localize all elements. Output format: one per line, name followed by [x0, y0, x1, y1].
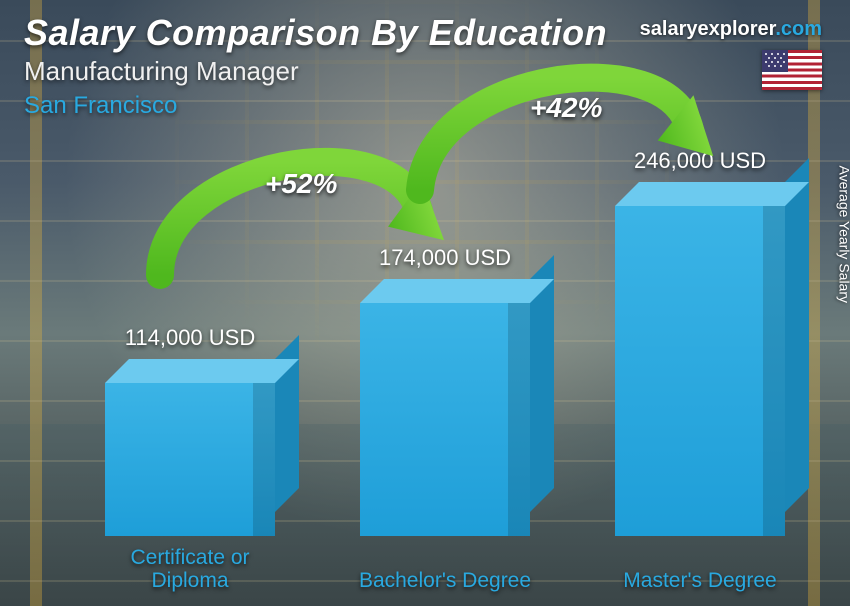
- bar-0: 114,000 USDCertificate or Diploma: [105, 383, 275, 536]
- bar-value: 114,000 USD: [125, 325, 255, 351]
- brand-logo: salaryexplorer.com: [640, 18, 822, 41]
- bar-shape: 246,000 USD: [615, 206, 785, 536]
- bar-label: Master's Degree: [600, 569, 800, 592]
- chart-title: Salary Comparison By Education: [24, 12, 607, 54]
- bar-2: 246,000 USDMaster's Degree: [615, 206, 785, 536]
- bar-label: Certificate or Diploma: [90, 546, 290, 592]
- brand-domain: .com: [775, 18, 822, 40]
- bar-shape: 174,000 USD: [360, 303, 530, 536]
- brand-name: salaryexplorer: [640, 18, 776, 40]
- bars-container: 114,000 USDCertificate or Diploma 174,000…: [0, 76, 850, 536]
- bar-value: 246,000 USD: [634, 148, 766, 174]
- increase-label-1: +42%: [530, 92, 602, 124]
- bar-label: Bachelor's Degree: [345, 569, 545, 592]
- bar-shape: 114,000 USD: [105, 383, 275, 536]
- salary-chart: Salary Comparison By Education Manufactu…: [0, 0, 850, 606]
- bar-value: 174,000 USD: [379, 245, 511, 271]
- bar-1: 174,000 USDBachelor's Degree: [360, 303, 530, 536]
- increase-label-0: +52%: [265, 168, 337, 200]
